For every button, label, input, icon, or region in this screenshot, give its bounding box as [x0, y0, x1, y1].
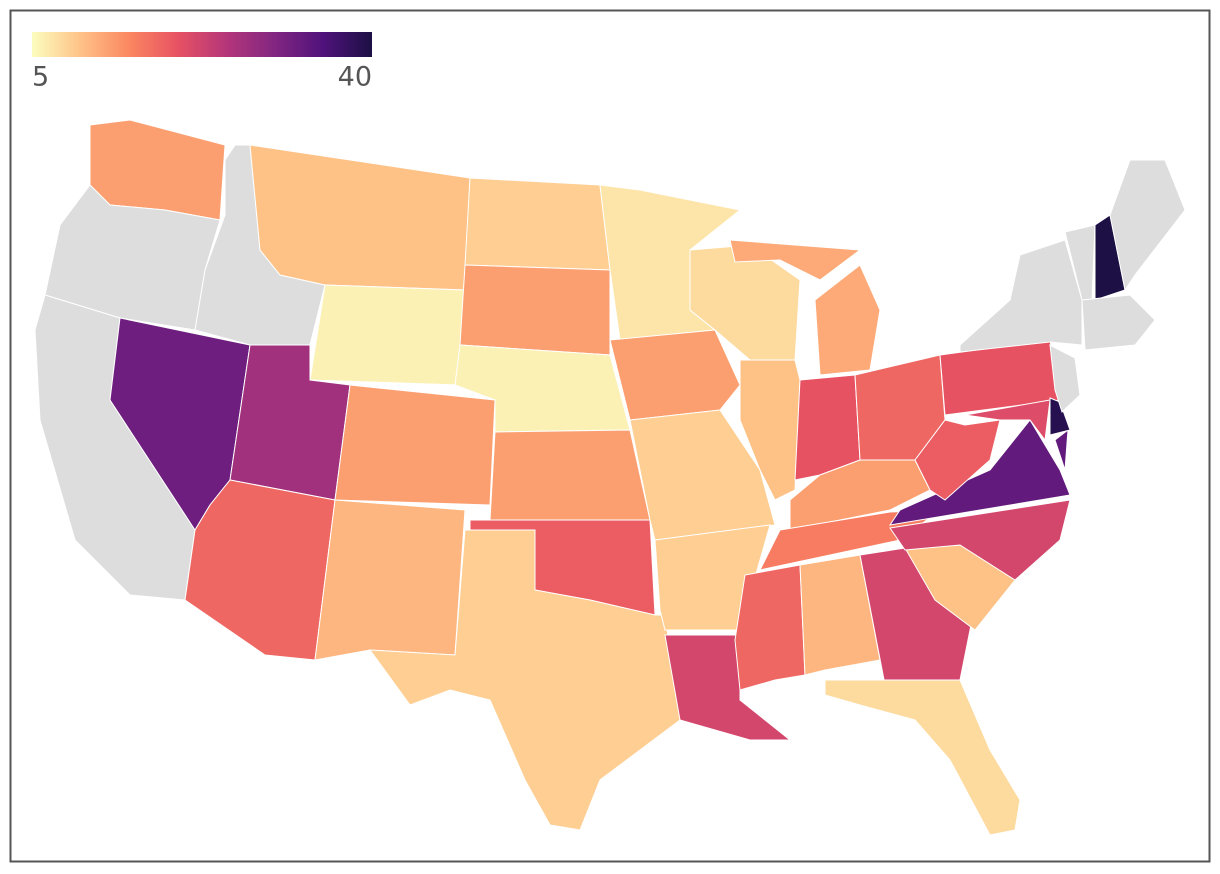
state — [629, 409, 776, 541]
state — [1081, 294, 1156, 351]
state — [459, 264, 611, 356]
states — [34, 119, 1186, 836]
state — [964, 399, 1051, 442]
colorbar-tick-label: 40 — [338, 62, 372, 93]
state — [314, 499, 466, 661]
state — [734, 564, 806, 691]
colorbar-tick-label: 5 — [32, 62, 49, 93]
state — [889, 499, 1071, 581]
state — [489, 429, 651, 521]
state — [1049, 397, 1071, 436]
colorbar: 5 40 — [32, 32, 372, 93]
state — [824, 679, 1021, 836]
state — [1109, 159, 1186, 292]
state — [799, 554, 881, 676]
state — [334, 384, 496, 506]
state — [739, 359, 801, 501]
state — [729, 239, 881, 376]
state — [464, 177, 611, 271]
state — [309, 284, 466, 386]
colorbar-gradient — [32, 32, 372, 57]
state — [914, 419, 1001, 501]
state — [609, 329, 741, 421]
state — [368, 529, 681, 831]
state — [1049, 344, 1081, 413]
state — [888, 419, 1071, 526]
